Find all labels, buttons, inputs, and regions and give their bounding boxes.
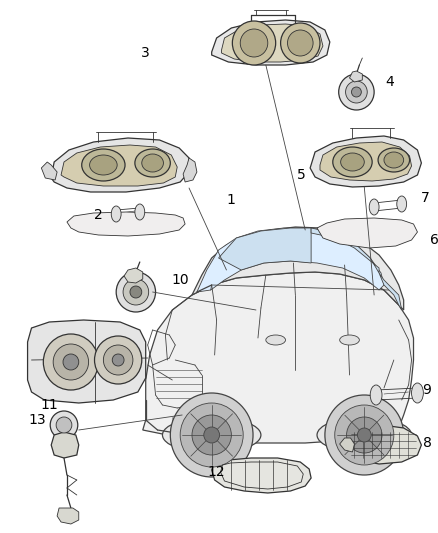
Polygon shape bbox=[320, 142, 412, 181]
Ellipse shape bbox=[232, 21, 276, 65]
Polygon shape bbox=[67, 212, 185, 236]
Ellipse shape bbox=[53, 344, 88, 380]
Ellipse shape bbox=[357, 428, 371, 442]
Ellipse shape bbox=[43, 334, 99, 390]
Ellipse shape bbox=[340, 335, 359, 345]
Ellipse shape bbox=[266, 335, 286, 345]
Ellipse shape bbox=[240, 29, 268, 57]
Ellipse shape bbox=[333, 147, 372, 177]
Polygon shape bbox=[340, 438, 354, 452]
Ellipse shape bbox=[63, 354, 79, 370]
Ellipse shape bbox=[142, 154, 163, 172]
Text: 6: 6 bbox=[430, 233, 438, 247]
Ellipse shape bbox=[116, 272, 155, 312]
Ellipse shape bbox=[192, 415, 231, 455]
Polygon shape bbox=[124, 268, 143, 283]
Polygon shape bbox=[61, 145, 177, 186]
Ellipse shape bbox=[341, 153, 364, 171]
Ellipse shape bbox=[346, 81, 367, 103]
Polygon shape bbox=[379, 273, 402, 310]
Ellipse shape bbox=[170, 393, 253, 477]
Polygon shape bbox=[197, 228, 384, 292]
Polygon shape bbox=[192, 227, 404, 310]
Ellipse shape bbox=[370, 385, 382, 405]
Text: 13: 13 bbox=[28, 413, 46, 427]
Polygon shape bbox=[212, 20, 330, 65]
Ellipse shape bbox=[397, 196, 406, 212]
Ellipse shape bbox=[95, 336, 142, 384]
Ellipse shape bbox=[346, 417, 382, 453]
Ellipse shape bbox=[287, 30, 313, 56]
Polygon shape bbox=[310, 136, 421, 187]
Polygon shape bbox=[28, 320, 146, 403]
Ellipse shape bbox=[369, 199, 379, 215]
Polygon shape bbox=[219, 228, 311, 270]
Text: 10: 10 bbox=[171, 273, 189, 287]
Text: 8: 8 bbox=[423, 436, 432, 450]
Ellipse shape bbox=[317, 417, 412, 453]
Text: 7: 7 bbox=[421, 191, 430, 205]
Ellipse shape bbox=[325, 395, 404, 475]
Polygon shape bbox=[317, 218, 417, 248]
Ellipse shape bbox=[180, 403, 243, 467]
Ellipse shape bbox=[204, 427, 219, 443]
Polygon shape bbox=[346, 425, 421, 464]
Ellipse shape bbox=[103, 345, 133, 375]
Text: 12: 12 bbox=[208, 465, 226, 479]
Text: 5: 5 bbox=[297, 168, 306, 182]
Polygon shape bbox=[51, 432, 79, 458]
Text: 11: 11 bbox=[40, 398, 58, 412]
Polygon shape bbox=[57, 508, 79, 524]
Text: 9: 9 bbox=[422, 383, 431, 397]
Ellipse shape bbox=[135, 149, 170, 177]
Ellipse shape bbox=[130, 286, 142, 298]
Polygon shape bbox=[51, 138, 189, 192]
Ellipse shape bbox=[90, 155, 117, 175]
Ellipse shape bbox=[56, 417, 72, 433]
Polygon shape bbox=[222, 24, 323, 62]
Text: 3: 3 bbox=[141, 46, 150, 60]
Text: 4: 4 bbox=[385, 75, 394, 89]
Polygon shape bbox=[143, 272, 413, 443]
Ellipse shape bbox=[378, 148, 410, 172]
Ellipse shape bbox=[162, 417, 261, 453]
Ellipse shape bbox=[412, 383, 424, 403]
Polygon shape bbox=[183, 158, 197, 182]
Ellipse shape bbox=[123, 279, 148, 305]
Ellipse shape bbox=[50, 411, 78, 439]
Polygon shape bbox=[350, 71, 362, 82]
Ellipse shape bbox=[339, 74, 374, 110]
Ellipse shape bbox=[135, 204, 145, 220]
Ellipse shape bbox=[111, 206, 121, 222]
Ellipse shape bbox=[384, 152, 404, 168]
Ellipse shape bbox=[335, 405, 394, 465]
Text: 1: 1 bbox=[227, 193, 236, 207]
Text: 2: 2 bbox=[94, 208, 103, 222]
Ellipse shape bbox=[82, 149, 125, 181]
Polygon shape bbox=[41, 162, 57, 180]
Polygon shape bbox=[311, 228, 379, 273]
Ellipse shape bbox=[112, 354, 124, 366]
Ellipse shape bbox=[281, 23, 320, 63]
Ellipse shape bbox=[351, 87, 361, 97]
Polygon shape bbox=[212, 458, 311, 493]
